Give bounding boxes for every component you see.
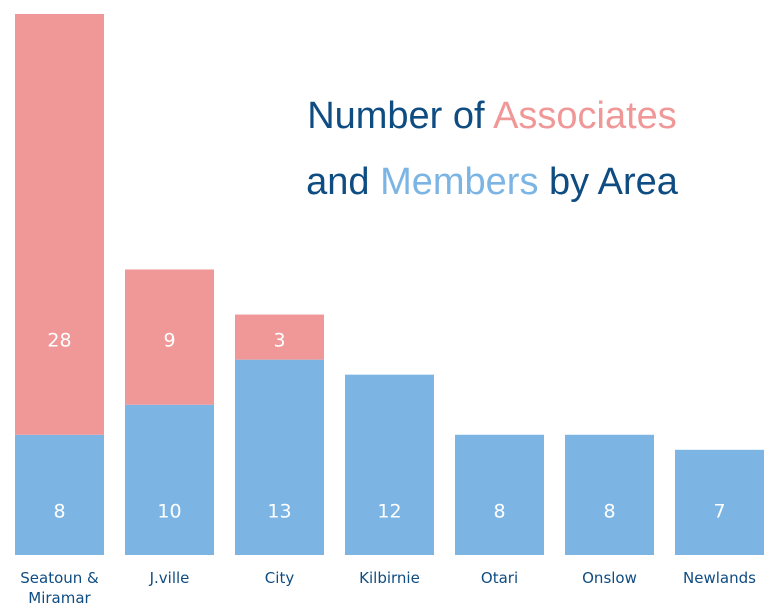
x-tick-label: Newlands: [683, 569, 756, 587]
chart-title: and Members by Area: [306, 161, 679, 203]
value-label: 28: [47, 330, 71, 352]
bar-segment: [675, 449, 764, 555]
title-text: Number of: [307, 95, 493, 137]
bar-segment: [565, 434, 654, 555]
value-label: 9: [163, 330, 175, 352]
x-tick-label: J.ville: [149, 569, 190, 587]
value-label: 7: [713, 501, 725, 523]
value-label: 8: [603, 501, 615, 523]
bar-segment: [455, 434, 544, 555]
title-series-name: Associates: [493, 95, 677, 137]
x-tick-label: Seatoun & Miramar: [20, 569, 99, 607]
title-text: and: [306, 161, 380, 203]
bar-segment: [125, 404, 214, 555]
x-tick-label: Kilbirnie: [359, 569, 420, 587]
bar-segment: [15, 14, 104, 435]
value-label: 13: [267, 501, 291, 523]
value-label: 12: [377, 501, 401, 523]
title-series-name: Members: [380, 161, 538, 203]
x-tick-label: City: [264, 569, 295, 587]
title-text: by Area: [538, 161, 678, 203]
bar-segment: [235, 314, 324, 360]
bar-segment: [125, 269, 214, 405]
bar-segment: [235, 359, 324, 555]
value-label: 10: [157, 501, 181, 523]
value-label: 3: [273, 330, 285, 352]
x-tick-label: Onslow: [582, 569, 637, 587]
bar-segment: [15, 434, 104, 555]
bar-segment: [345, 374, 434, 555]
chart-title: Number of Associates: [307, 95, 677, 137]
value-label: 8: [53, 501, 65, 523]
value-label: 8: [493, 501, 505, 523]
x-tick-label: Otari: [480, 569, 519, 587]
